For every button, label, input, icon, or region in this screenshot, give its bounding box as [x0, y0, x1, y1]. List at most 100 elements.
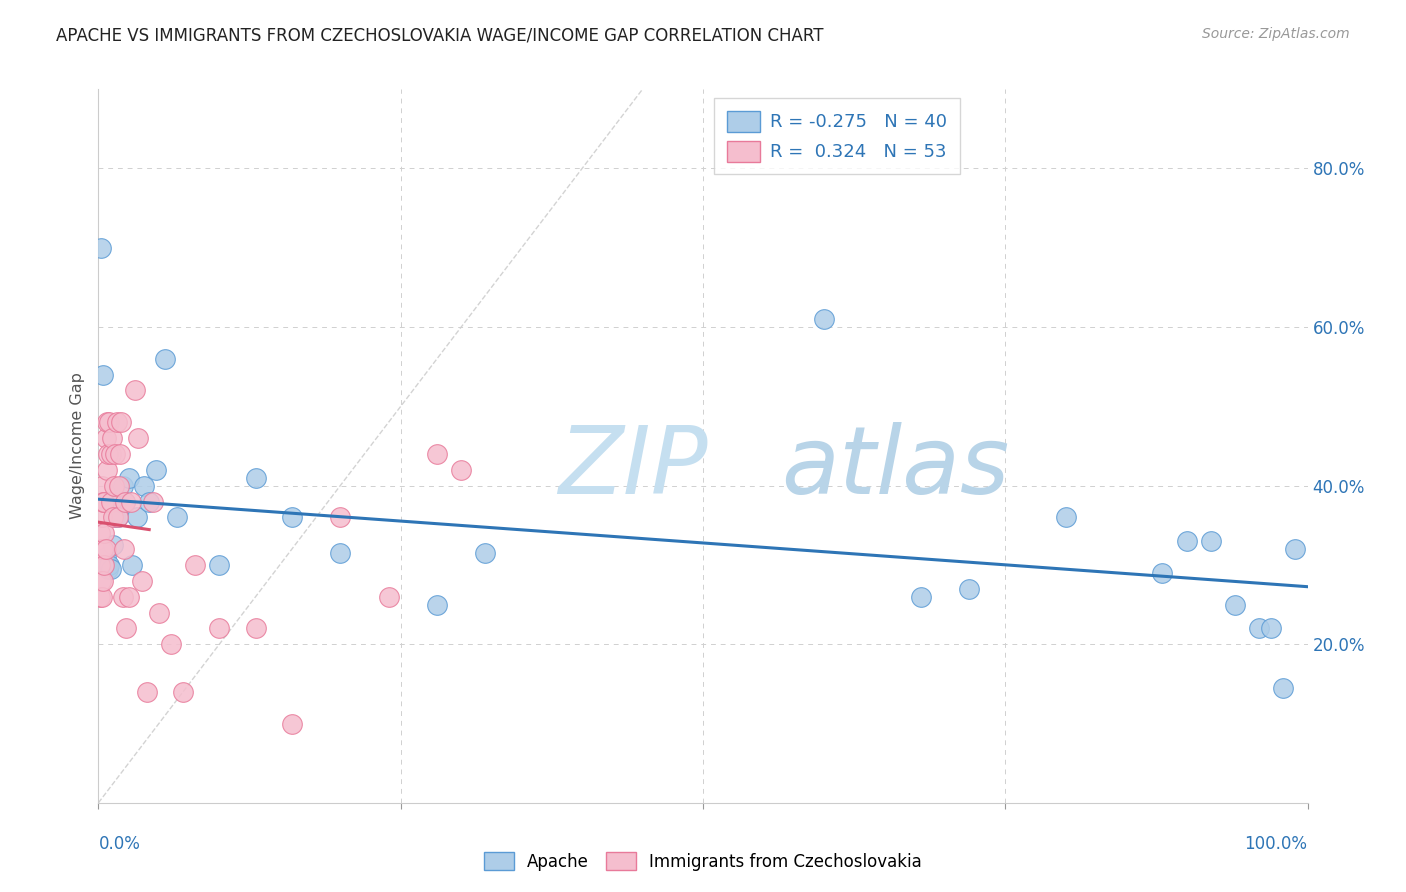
- Point: [474, 546, 496, 560]
- Point: [91, 478, 114, 492]
- Point: [281, 510, 304, 524]
- Point: [184, 558, 207, 572]
- Point: [90, 542, 112, 557]
- Point: [208, 558, 231, 572]
- Point: [104, 447, 127, 461]
- Text: ZIP: ZIP: [558, 422, 707, 513]
- Point: [110, 415, 132, 429]
- Point: [111, 590, 134, 604]
- Point: [115, 621, 138, 635]
- Point: [134, 478, 156, 492]
- Point: [813, 312, 835, 326]
- Point: [329, 510, 352, 524]
- Point: [1223, 598, 1246, 612]
- Point: [160, 637, 183, 651]
- Point: [91, 542, 114, 557]
- Point: [93, 494, 115, 508]
- Point: [329, 546, 352, 560]
- Legend: R = -0.275   N = 40, R =  0.324   N = 53: R = -0.275 N = 40, R = 0.324 N = 53: [714, 98, 960, 174]
- Point: [98, 415, 121, 429]
- Point: [94, 549, 117, 564]
- Point: [1054, 510, 1077, 524]
- Point: [120, 494, 142, 508]
- Point: [97, 562, 120, 576]
- Legend: Apache, Immigrants from Czechoslovakia: Apache, Immigrants from Czechoslovakia: [475, 844, 931, 880]
- Point: [90, 574, 112, 588]
- Point: [910, 590, 932, 604]
- Point: [100, 494, 122, 508]
- Point: [121, 558, 143, 572]
- Point: [1272, 681, 1295, 695]
- Point: [450, 463, 472, 477]
- Point: [89, 526, 111, 541]
- Point: [89, 590, 111, 604]
- Point: [96, 415, 118, 429]
- Text: APACHE VS IMMIGRANTS FROM CZECHOSLOVAKIA WAGE/INCOME GAP CORRELATION CHART: APACHE VS IMMIGRANTS FROM CZECHOSLOVAKIA…: [56, 27, 824, 45]
- Point: [108, 447, 131, 461]
- Point: [91, 494, 114, 508]
- Point: [124, 384, 146, 398]
- Point: [118, 590, 141, 604]
- Point: [111, 478, 134, 492]
- Point: [131, 574, 153, 588]
- Point: [107, 510, 129, 524]
- Point: [377, 590, 399, 604]
- Point: [91, 368, 114, 382]
- Point: [118, 471, 141, 485]
- Point: [94, 431, 117, 445]
- Point: [145, 463, 167, 477]
- Point: [100, 562, 122, 576]
- Point: [1249, 621, 1271, 635]
- Point: [108, 478, 131, 492]
- Point: [94, 542, 117, 557]
- Point: [426, 598, 449, 612]
- Point: [245, 621, 267, 635]
- Point: [101, 510, 124, 524]
- Point: [100, 447, 122, 461]
- Point: [281, 716, 304, 731]
- Point: [138, 494, 160, 508]
- Point: [114, 494, 136, 508]
- Point: [957, 582, 980, 596]
- Point: [135, 685, 157, 699]
- Point: [107, 510, 129, 524]
- Point: [105, 415, 128, 429]
- Point: [127, 431, 149, 445]
- Point: [98, 558, 121, 572]
- Point: [101, 538, 124, 552]
- Point: [148, 606, 170, 620]
- Point: [166, 510, 188, 524]
- Point: [1175, 534, 1198, 549]
- Point: [127, 510, 149, 524]
- Point: [153, 351, 176, 366]
- Point: [1260, 621, 1282, 635]
- Point: [96, 558, 118, 572]
- Text: atlas: atlas: [782, 422, 1010, 513]
- Point: [90, 241, 112, 255]
- Point: [93, 526, 115, 541]
- Text: 100.0%: 100.0%: [1244, 835, 1308, 853]
- Point: [96, 463, 118, 477]
- Point: [112, 542, 135, 557]
- Point: [104, 510, 127, 524]
- Point: [172, 685, 194, 699]
- Point: [245, 471, 267, 485]
- Point: [108, 494, 131, 508]
- Point: [1199, 534, 1222, 549]
- Point: [1152, 566, 1174, 580]
- Point: [100, 431, 122, 445]
- Point: [97, 447, 120, 461]
- Point: [91, 590, 114, 604]
- Point: [142, 494, 165, 508]
- Point: [93, 558, 115, 572]
- Y-axis label: Wage/Income Gap: Wage/Income Gap: [70, 373, 86, 519]
- Text: 0.0%: 0.0%: [98, 835, 141, 853]
- Text: Source: ZipAtlas.com: Source: ZipAtlas.com: [1202, 27, 1350, 41]
- Point: [1284, 542, 1306, 557]
- Point: [89, 558, 111, 572]
- Point: [91, 574, 114, 588]
- Point: [114, 494, 136, 508]
- Point: [93, 558, 115, 572]
- Point: [208, 621, 231, 635]
- Point: [91, 510, 114, 524]
